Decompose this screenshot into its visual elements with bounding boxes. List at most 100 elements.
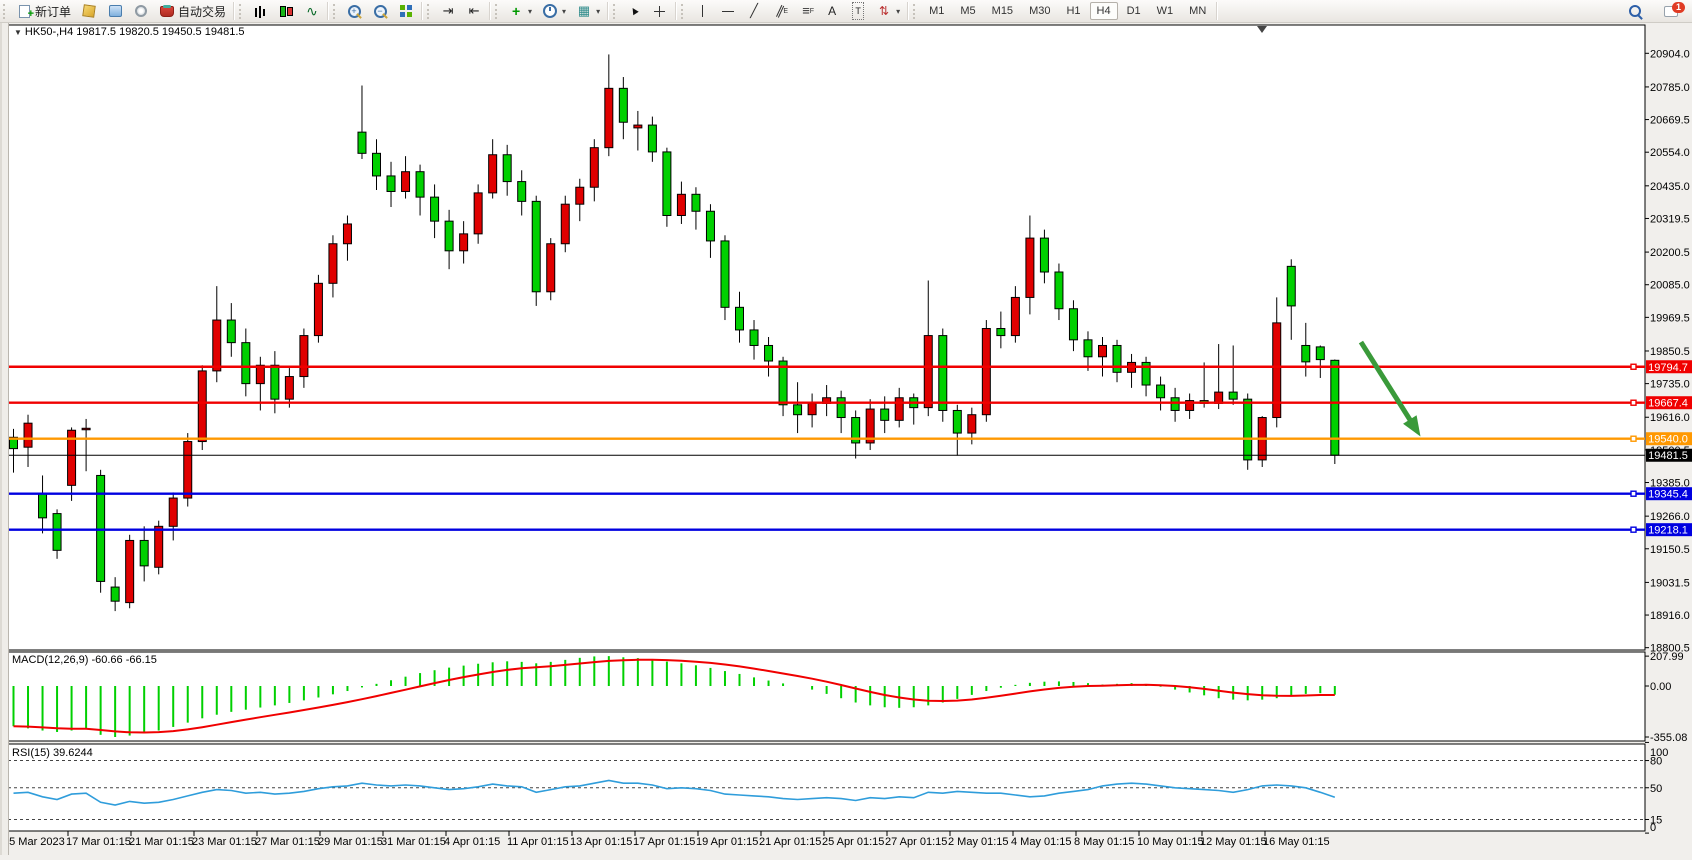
- chevron-down-icon[interactable]: ▾: [562, 6, 567, 16]
- autotrading-button[interactable]: 自动交易: [155, 1, 230, 22]
- indicators-button[interactable]: ▾: [504, 1, 536, 21]
- svg-text:17 Apr 01:15: 17 Apr 01:15: [633, 836, 695, 848]
- profiles-button[interactable]: [103, 1, 127, 21]
- fibo-icon: [798, 3, 814, 20]
- timeframe-m15-button[interactable]: M15: [991, 5, 1014, 17]
- svg-text:19218.1: 19218.1: [1648, 525, 1688, 537]
- timeframe-d1-button[interactable]: D1: [1126, 5, 1141, 17]
- svg-text:20785.0: 20785.0: [1650, 82, 1690, 94]
- svg-text:4 Apr 01:15: 4 Apr 01:15: [444, 836, 500, 848]
- alerts-button[interactable]: [129, 1, 153, 21]
- periods-button[interactable]: ▾: [538, 1, 570, 21]
- autotrading-icon: [159, 3, 175, 19]
- bar-chart-mode-button[interactable]: [248, 1, 272, 21]
- zoom-in-button[interactable]: [342, 1, 366, 21]
- zoomin-icon: [346, 3, 362, 19]
- chart-shift-marker[interactable]: [1257, 26, 1267, 33]
- svg-text:20904.0: 20904.0: [1650, 48, 1690, 60]
- svg-text:8 May 01:15: 8 May 01:15: [1074, 836, 1135, 848]
- svg-text:20669.5: 20669.5: [1650, 115, 1690, 127]
- autoscroll-icon: [440, 3, 456, 19]
- svg-text:19031.5: 19031.5: [1650, 577, 1690, 589]
- trend-arrow-annotation[interactable]: [1358, 340, 1421, 437]
- profiles-icon: [107, 3, 123, 19]
- zoomout-icon: [372, 3, 388, 19]
- textlabel-icon: [850, 3, 866, 19]
- svg-text:15 Mar 2023: 15 Mar 2023: [3, 836, 65, 848]
- price-axis[interactable]: 20904.0 20785.0 20669.5 20554.0 20435.0 20319…: [1645, 48, 1690, 655]
- line-chart-mode-button[interactable]: [300, 1, 324, 21]
- rsi-header: RSI(15) 39.6244: [12, 747, 93, 759]
- svg-text:18800.5: 18800.5: [1650, 643, 1690, 655]
- svg-text:19969.5: 19969.5: [1650, 312, 1690, 324]
- cursor-icon: [626, 3, 642, 19]
- svg-text:19667.4: 19667.4: [1648, 398, 1688, 410]
- timeframe-h1-button[interactable]: H1: [1066, 5, 1081, 17]
- svg-text:19616.0: 19616.0: [1650, 412, 1690, 424]
- timeframe-h4-button[interactable]: H4: [1089, 2, 1118, 20]
- chart-header[interactable]: ▼ HK50-,H4 19817.5 19820.5 19450.5 19481.…: [14, 26, 245, 38]
- chevron-down-icon[interactable]: ▾: [528, 6, 533, 16]
- text-label-button[interactable]: [846, 1, 870, 21]
- shift-icon: [466, 3, 482, 19]
- text-button[interactable]: [820, 1, 844, 21]
- svg-text:19 Apr 01:15: 19 Apr 01:15: [696, 836, 758, 848]
- svg-text:20554.0: 20554.0: [1650, 147, 1690, 159]
- crosshair-icon: [652, 3, 668, 19]
- svg-text:31 Mar 01:15: 31 Mar 01:15: [381, 836, 446, 848]
- svg-text:20085.0: 20085.0: [1650, 280, 1690, 292]
- svg-text:19735.0: 19735.0: [1650, 379, 1690, 391]
- new-chart-icon: [81, 3, 97, 19]
- svg-text:19850.5: 19850.5: [1650, 346, 1690, 358]
- svg-text:13 Apr 01:15: 13 Apr 01:15: [570, 836, 632, 848]
- main-toolbar: 新订单 自动交易 ▾ ▾ ▾ ▾ M1 M5 M15 M30 H1 H4 D1 W1 MN 1: [0, 0, 1692, 23]
- notification-badge: 1: [1672, 2, 1685, 13]
- timeframe-w1-button[interactable]: W1: [1156, 5, 1174, 17]
- arrows-icon: [876, 3, 892, 19]
- search-icon: [1627, 3, 1643, 19]
- templates-button[interactable]: ▾: [572, 1, 604, 21]
- fibonacci-button[interactable]: [794, 1, 818, 21]
- zoom-out-button[interactable]: [368, 1, 392, 21]
- horizontal-lines[interactable]: 19794.7 19667.4 19540.0 19345.4 19218.1: [8, 360, 1692, 537]
- svg-text:27 Mar 01:15: 27 Mar 01:15: [255, 836, 320, 848]
- new-order-label: 新订单: [35, 4, 72, 19]
- candlestick-mode-button[interactable]: [274, 1, 298, 21]
- vertical-line-button[interactable]: [690, 1, 714, 21]
- svg-text:27 Apr 01:15: 27 Apr 01:15: [885, 836, 947, 848]
- window-left-edge: [0, 22, 9, 855]
- svg-text:-355.08: -355.08: [1650, 732, 1687, 744]
- auto-scroll-button[interactable]: [436, 1, 460, 21]
- tile-windows-button[interactable]: [394, 1, 418, 21]
- text-icon: [824, 3, 840, 19]
- chat-button[interactable]: 1: [1659, 1, 1685, 21]
- svg-text:19266.0: 19266.0: [1650, 511, 1690, 523]
- collapse-arrow-icon[interactable]: ▼: [14, 28, 22, 37]
- chart-shift-button[interactable]: [462, 1, 486, 21]
- svg-text:0: 0: [1650, 822, 1656, 834]
- chevron-down-icon[interactable]: ▾: [896, 6, 901, 16]
- crosshair-button[interactable]: [648, 1, 672, 21]
- macd-header: MACD(12,26,9) -60.66 -66.15: [12, 654, 157, 666]
- cursor-button[interactable]: [622, 1, 646, 21]
- autotrading-label: 自动交易: [178, 4, 227, 19]
- templates-icon: [576, 3, 592, 19]
- new-order-button[interactable]: 新订单: [12, 1, 75, 23]
- timeframe-mn-button[interactable]: MN: [1189, 5, 1207, 17]
- trendline-button[interactable]: [742, 1, 766, 21]
- equidistant-channel-button[interactable]: [768, 1, 792, 21]
- chevron-down-icon[interactable]: ▾: [596, 6, 601, 16]
- arrows-button[interactable]: ▾: [872, 1, 904, 21]
- svg-text:15: 15: [1650, 814, 1662, 826]
- timeframe-m1-button[interactable]: M1: [929, 5, 945, 17]
- bars-icon: [252, 3, 268, 19]
- new-chart-button[interactable]: [77, 1, 101, 21]
- timeframe-m30-button[interactable]: M30: [1029, 5, 1051, 17]
- horizontal-line-button[interactable]: [716, 1, 740, 21]
- search-button[interactable]: [1623, 1, 1647, 21]
- timeframe-m5-button[interactable]: M5: [960, 5, 976, 17]
- svg-text:25 Apr 01:15: 25 Apr 01:15: [822, 836, 884, 848]
